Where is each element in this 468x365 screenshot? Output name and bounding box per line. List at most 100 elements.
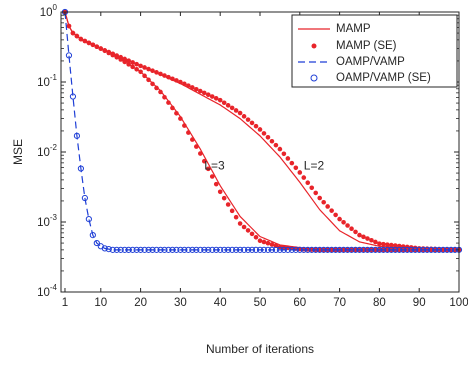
series-point-5 <box>237 246 244 253</box>
series-point-5 <box>428 246 435 253</box>
series-point-5 <box>324 246 331 253</box>
legend-label-oamp-vamp: OAMP/VAMP <box>336 56 405 68</box>
series-point-5 <box>256 246 264 253</box>
series-point-5 <box>205 246 212 253</box>
series-point-3 <box>225 202 231 207</box>
series-point-1 <box>217 97 223 103</box>
series-point-3 <box>142 73 147 79</box>
series-point-3 <box>114 54 120 60</box>
series-point-3 <box>241 224 247 230</box>
series-point-3 <box>201 158 207 164</box>
series-point-5 <box>73 132 81 139</box>
x-tick-label: 30 <box>174 297 187 309</box>
series-point-3 <box>257 238 263 244</box>
series-point-3 <box>205 166 211 172</box>
series-point-5 <box>248 246 256 253</box>
series-point-1 <box>126 58 131 63</box>
series-point-5 <box>149 246 156 253</box>
series-point-1 <box>301 175 307 180</box>
series-point-3 <box>150 81 155 87</box>
series-point-5 <box>316 246 323 253</box>
series-point-5 <box>356 246 363 253</box>
series-point-3 <box>158 89 163 95</box>
series-point-1 <box>142 65 147 70</box>
series-point-3 <box>269 242 275 247</box>
series-point-1 <box>261 131 267 136</box>
series-point-5 <box>352 246 359 253</box>
series-point-5 <box>272 246 280 253</box>
series-5 <box>61 8 463 253</box>
x-tick-label: 10 <box>94 297 107 309</box>
series-point-3 <box>213 181 219 187</box>
series-line-4 <box>64 11 459 251</box>
series-point-5 <box>296 246 303 253</box>
series-point-1 <box>329 208 334 213</box>
series-point-1 <box>201 90 207 96</box>
series-point-1 <box>198 88 203 94</box>
series-point-5 <box>65 52 73 59</box>
series-point-5 <box>340 246 347 253</box>
series-point-3 <box>106 50 112 56</box>
series-point-5 <box>424 246 431 253</box>
series-point-5 <box>225 246 232 253</box>
series-point-1 <box>357 232 362 238</box>
series-point-5 <box>77 165 85 172</box>
series-point-5 <box>229 246 236 253</box>
series-point-5 <box>233 246 240 253</box>
series-point-1 <box>134 61 139 67</box>
series-point-1 <box>305 180 311 185</box>
y-tick-label: 10-4 <box>37 283 57 299</box>
series-point-3 <box>130 64 135 70</box>
series-point-5 <box>185 246 192 253</box>
series-point-5 <box>292 246 299 253</box>
series-point-5 <box>209 246 216 253</box>
series-point-5 <box>280 246 287 253</box>
series-point-5 <box>165 246 172 253</box>
x-tick-label: 100 <box>449 297 468 309</box>
series-point-5 <box>177 246 184 253</box>
series-point-1 <box>381 241 386 247</box>
series-point-1 <box>333 212 338 218</box>
legend-label-oamp-vamp-se: OAMP/VAMP (SE) <box>336 72 431 84</box>
series-point-1 <box>345 223 350 228</box>
series-point-5 <box>197 246 204 253</box>
series-point-5 <box>137 246 144 253</box>
series-point-3 <box>233 214 239 220</box>
x-tick-label: 40 <box>214 297 227 309</box>
series-point-1 <box>253 123 259 129</box>
series-point-5 <box>336 246 343 253</box>
series-point-5 <box>201 246 208 253</box>
series-point-3 <box>90 42 96 48</box>
series-point-5 <box>320 246 327 253</box>
series-point-1 <box>337 216 342 222</box>
axes-layer: 1 10 20 30 40 50 60 70 80 90 100 100 10-1 10-2 10-3 10-… <box>37 3 468 309</box>
series-point-3 <box>134 67 139 72</box>
series-point-3 <box>198 151 203 156</box>
series-point-3 <box>253 234 259 240</box>
series-point-5 <box>213 246 220 253</box>
series-point-5 <box>288 246 295 253</box>
series-point-1 <box>186 83 191 88</box>
series-point-3 <box>138 69 143 75</box>
series-point-1 <box>321 199 326 205</box>
series-point-5 <box>117 246 124 253</box>
series-point-3 <box>118 57 123 62</box>
series-point-1 <box>170 76 175 82</box>
series-point-5 <box>412 246 419 253</box>
series-point-5 <box>348 246 355 253</box>
series-point-5 <box>368 246 375 253</box>
series-point-5 <box>300 246 307 253</box>
series-point-1 <box>166 74 171 80</box>
series-point-5 <box>161 246 168 253</box>
series-point-5 <box>344 246 351 253</box>
series-point-5 <box>404 246 411 253</box>
x-tick-label: 90 <box>413 297 426 309</box>
series-point-5 <box>420 246 427 253</box>
series-point-5 <box>93 239 100 247</box>
series-point-1 <box>233 108 239 113</box>
series-point-3 <box>174 110 179 116</box>
series-point-3 <box>74 33 80 39</box>
series-point-3 <box>94 44 100 50</box>
series-point-1 <box>285 156 291 161</box>
